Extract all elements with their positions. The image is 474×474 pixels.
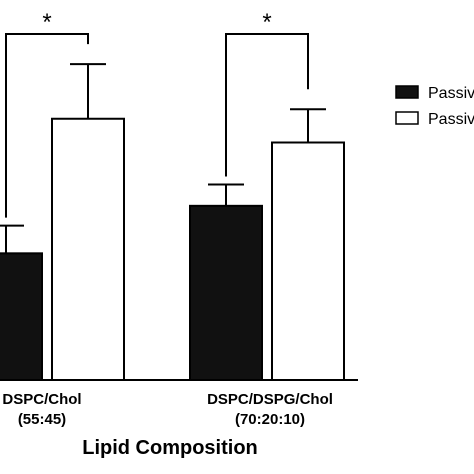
bar-s0-c1	[189, 204, 263, 381]
x-tick-label: (55:45)	[18, 411, 66, 428]
x-tick-labels: DSPC/Chol (55:45) DSPC/DSPG/Chol (70:20:10)	[2, 391, 333, 428]
bars-layer	[0, 117, 345, 381]
legend-swatch	[395, 85, 419, 99]
error-bars-layer	[0, 63, 326, 254]
bar-s1-c1	[271, 141, 345, 381]
x-axis-title: Lipid Composition	[82, 437, 258, 459]
significance-bracket	[5, 33, 89, 218]
significance-bracket	[225, 33, 309, 177]
legend-swatch	[395, 111, 419, 125]
x-tick-label: DSPC/DSPG/Chol	[207, 391, 333, 408]
x-tick-label: DSPC/Chol	[2, 391, 81, 408]
legend-label: Passiv	[428, 85, 474, 102]
significance-label: *	[42, 9, 51, 36]
legend: Passiv Passiv	[395, 85, 474, 128]
bar-s1-c0	[51, 117, 125, 381]
significance-layer: * *	[5, 9, 309, 218]
x-tick-label: (70:20:10)	[235, 411, 305, 428]
legend-label: Passiv	[428, 111, 474, 128]
significance-label: *	[262, 9, 271, 36]
bar-s0-c0	[0, 252, 43, 381]
